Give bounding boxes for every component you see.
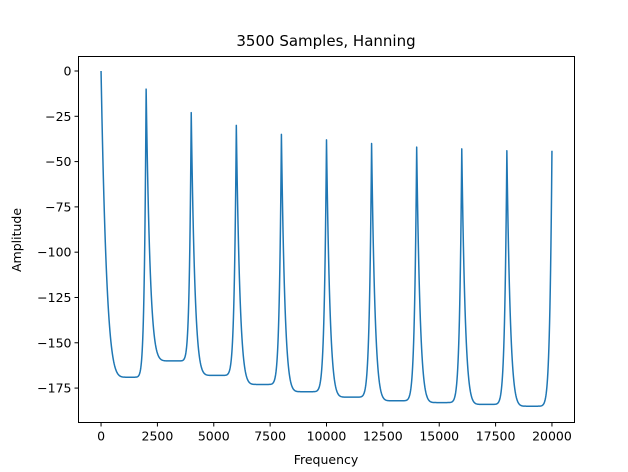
y-tick-label: −25 (45, 109, 71, 124)
x-tick-label: 12500 (363, 429, 403, 444)
x-tick-label: 2500 (142, 429, 174, 444)
y-tick-label: −175 (37, 381, 71, 396)
y-tick-label: −125 (37, 290, 71, 305)
x-tick-label: 20000 (532, 429, 572, 444)
y-tick-label: −50 (45, 154, 71, 169)
y-tick-label: −150 (37, 335, 71, 350)
y-tick-label: 0 (64, 63, 72, 78)
x-tick-label: 7500 (254, 429, 286, 444)
x-axis-ticks: 0 2500 5000 7500 10000 12500 15000 17500 20000 (97, 422, 572, 444)
x-tick-label: 5000 (198, 429, 230, 444)
axes-frame (78, 56, 575, 423)
plot-area (100, 70, 553, 407)
y-tick-label: −100 (37, 245, 71, 260)
x-tick-label: 10000 (307, 429, 347, 444)
x-tick-label: 17500 (476, 429, 516, 444)
y-axis-label: Amplitude (9, 208, 24, 272)
chart-title: 3500 Samples, Hanning (236, 32, 415, 50)
spectrum-line (100, 70, 553, 407)
x-tick-label: 0 (97, 429, 105, 444)
x-axis-label: Frequency (294, 452, 359, 467)
x-tick-label: 15000 (419, 429, 459, 444)
y-tick-label: −75 (45, 199, 71, 214)
y-axis-ticks: 0 −25 −50 −75 −100 −125 −150 −175 (37, 63, 79, 396)
